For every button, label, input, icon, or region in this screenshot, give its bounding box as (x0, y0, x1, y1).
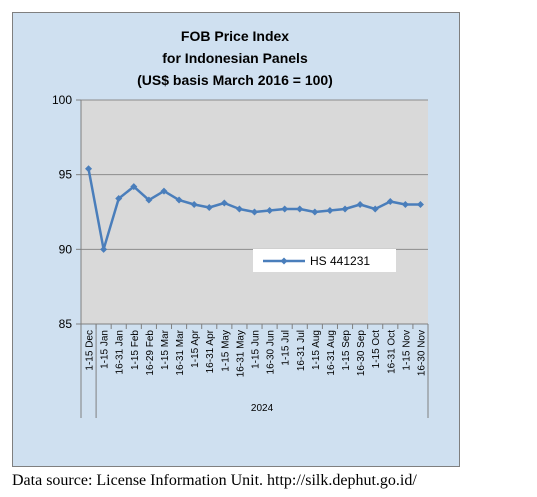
y-tick-label: 85 (59, 317, 73, 331)
y-tick-label: 90 (59, 242, 73, 256)
year-group-label: 2024 (251, 403, 274, 414)
y-tick-label: 95 (59, 168, 73, 182)
x-tick-label: 1-15 Aug (311, 330, 322, 370)
data-point (100, 245, 108, 253)
data-point (130, 183, 138, 191)
data-point (296, 205, 304, 213)
data-point (85, 165, 93, 173)
legend-box (253, 249, 396, 272)
x-tick-label: 16-30 Sep (356, 330, 367, 377)
x-tick-label: 16-31 Aug (326, 330, 337, 376)
data-point (341, 205, 349, 213)
x-tick-label: 16-31 Mar (175, 329, 186, 375)
x-tick-label: 16-30 Jun (266, 330, 277, 374)
data-point (386, 198, 394, 206)
x-tick-label: 1-15 Sep (341, 330, 352, 371)
data-point (205, 204, 213, 212)
x-tick-label: 16-31 Jan (115, 330, 126, 374)
data-source-text: Data source: License Information Unit. h… (12, 472, 417, 489)
x-tick-label: 1-15 Dec (85, 330, 96, 371)
legend-marker (280, 257, 288, 265)
x-tick-label: 1-15 Jul (281, 330, 292, 366)
chart-title-line: FOB Price Index (181, 28, 289, 44)
x-tick-label: 1-15 Oct (371, 330, 382, 369)
x-tick-label: 1-15 Mar (160, 329, 171, 370)
data-point (401, 201, 409, 209)
x-tick-label: 1-15 Apr (190, 329, 201, 367)
x-tick-label: 1-15 Jun (251, 330, 262, 369)
data-point (175, 196, 183, 204)
data-point (356, 201, 364, 209)
x-tick-label: 1-15 Nov (401, 330, 412, 371)
x-tick-label: 16-31 Oct (386, 330, 397, 374)
data-point (266, 207, 274, 215)
x-tick-label: 16-29 Feb (145, 330, 156, 376)
data-point (281, 205, 289, 213)
data-point (220, 199, 228, 207)
line-chart: FOB Price Index for Indonesian Panels (US$… (52, 28, 429, 418)
x-tick-label: 1-15 Jan (100, 330, 111, 369)
data-point (235, 205, 243, 213)
legend-label: HS 441231 (310, 254, 370, 268)
chart-frame: FOB Price Index for Indonesian Panels (US$… (12, 12, 460, 467)
data-point (371, 205, 379, 213)
data-point (326, 207, 334, 215)
data-point (416, 201, 424, 209)
data-point (115, 195, 123, 203)
data-point (251, 208, 258, 216)
data-point (190, 201, 198, 209)
x-tick-label: 16-30 Nov (416, 330, 427, 376)
chart-title-line: for Indonesian Panels (162, 50, 308, 66)
x-tick-label: 16-31 Apr (205, 329, 216, 373)
y-tick-label: 100 (52, 93, 72, 107)
x-tick-label: 1-15 May (220, 330, 231, 372)
x-tick-label: 16-31 Jul (296, 330, 307, 371)
data-point (160, 187, 168, 195)
chart-title-line: (US$ basis March 2016 = 100) (137, 72, 333, 88)
x-tick-label: 16-31 May (235, 330, 246, 377)
data-point (311, 208, 319, 216)
x-tick-label: 1-15 Feb (130, 330, 141, 370)
data-point (145, 196, 153, 204)
